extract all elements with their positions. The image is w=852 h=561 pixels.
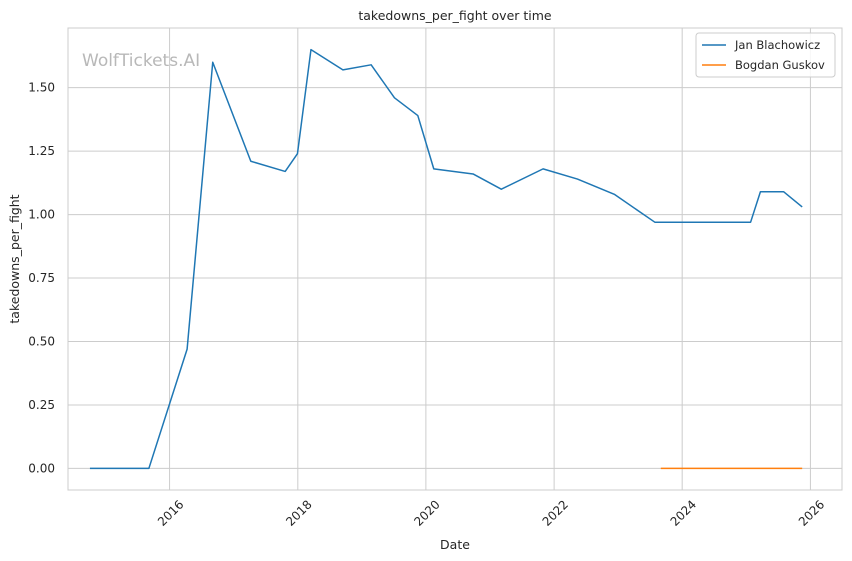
y-tick-labels: 0.00 0.25 0.50 0.75 1.00 1.25 1.50	[28, 81, 55, 476]
y-tick-label: 0.25	[28, 398, 55, 412]
plot-area	[68, 28, 842, 490]
y-tick-label: 1.50	[28, 81, 55, 95]
watermark: WolfTickets.AI	[82, 51, 200, 71]
plot-frame	[67, 27, 843, 491]
y-tick-label: 0.00	[28, 461, 55, 475]
x-gridlines	[169, 28, 811, 490]
y-axis-title: takedowns_per_fight	[7, 194, 22, 323]
chart-title: takedowns_per_fight over time	[358, 8, 552, 23]
series-lines	[89, 48, 803, 470]
y-tick-label: 1.00	[28, 208, 55, 222]
y-tick-label: 1.25	[28, 144, 55, 158]
y-tick-label: 0.50	[28, 335, 55, 349]
series-line-jan-blachowicz	[89, 48, 803, 470]
legend-label-jan-blachowicz: Jan Blachowicz	[734, 38, 820, 52]
y-tick-label: 0.75	[28, 271, 55, 285]
legend-label-bogdan-guskov: Bogdan Guskov	[735, 58, 825, 72]
legend: Jan Blachowicz Bogdan Guskov	[695, 32, 836, 78]
legend-box	[695, 32, 836, 78]
x-axis-title: Date	[440, 537, 470, 552]
